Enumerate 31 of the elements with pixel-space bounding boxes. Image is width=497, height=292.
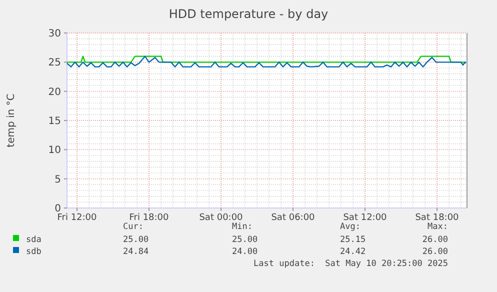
text: 26.00 — [422, 235, 448, 245]
legend-label: sdb — [26, 247, 42, 257]
text: Min: — [232, 222, 252, 232]
x-tick-label: Sat 00:00 — [199, 213, 244, 223]
text: 24.84 — [123, 247, 149, 257]
line-series — [66, 56, 467, 68]
text: 24.42 — [340, 247, 366, 257]
x-tick-label: Sat 06:00 — [271, 213, 316, 223]
y-tick-label: 25 — [48, 58, 61, 69]
chart-title: HDD temperature - by day — [168, 7, 328, 21]
x-tick-label: Sat 12:00 — [343, 213, 388, 223]
y-tick-label: 20 — [48, 86, 61, 98]
y-tick-label: 0 — [54, 204, 61, 214]
text: 25.15 — [340, 235, 366, 245]
legend-label: sda — [26, 235, 42, 245]
y-tick-label: 5 — [54, 174, 61, 186]
x-tick-label: Fri 12:00 — [57, 213, 98, 223]
x-tick-label: Fri 18:00 — [129, 213, 170, 223]
text: 24.00 — [232, 247, 258, 257]
y-tick-label: 15 — [48, 116, 61, 127]
text: Last update: Sat May 10 20:25:00 2025 — [254, 259, 448, 269]
x-tick-label: Sat 18:00 — [415, 213, 460, 223]
y-tick-label: 30 — [48, 28, 61, 40]
text: 26.00 — [422, 247, 448, 257]
text: Avg: — [340, 222, 360, 232]
text: 25.00 — [123, 235, 149, 245]
text: Max: — [428, 222, 448, 232]
y-axis-title: temp in °C — [6, 94, 17, 148]
y-tick-label: 10 — [48, 145, 61, 156]
text: 25.00 — [232, 235, 258, 245]
text: Cur: — [123, 222, 144, 232]
